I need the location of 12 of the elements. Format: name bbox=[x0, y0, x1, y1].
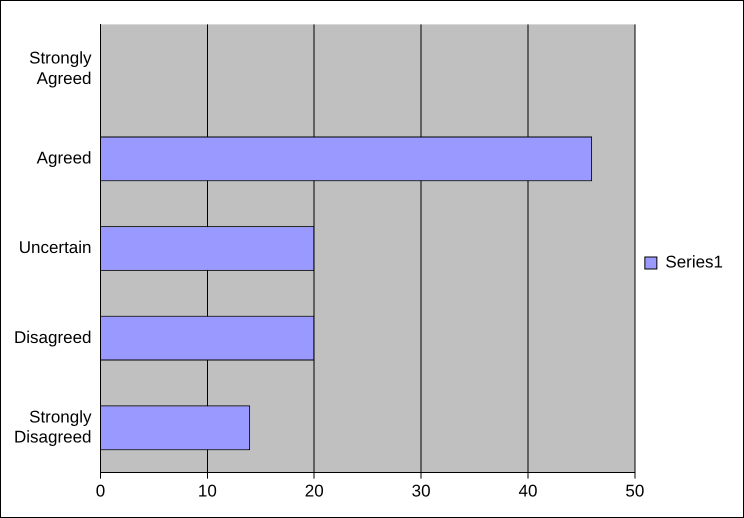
y-tick-label: Strongly Agreed bbox=[29, 48, 92, 88]
y-tick-label: Disagreed bbox=[14, 328, 92, 347]
x-tick-label: 30 bbox=[412, 481, 431, 500]
y-tick-label: Strongly Disagreed bbox=[14, 407, 92, 447]
x-tick-label: 10 bbox=[198, 481, 217, 500]
x-tick-label: 40 bbox=[518, 481, 538, 500]
x-tick-label: 20 bbox=[304, 481, 324, 500]
legend-label: Series1 bbox=[665, 252, 723, 272]
x-tick-label: 0 bbox=[96, 481, 106, 500]
y-tick-label: Agreed bbox=[36, 148, 92, 168]
x-tick-label: 50 bbox=[625, 481, 644, 500]
y-tick-label: Uncertain bbox=[18, 238, 92, 258]
